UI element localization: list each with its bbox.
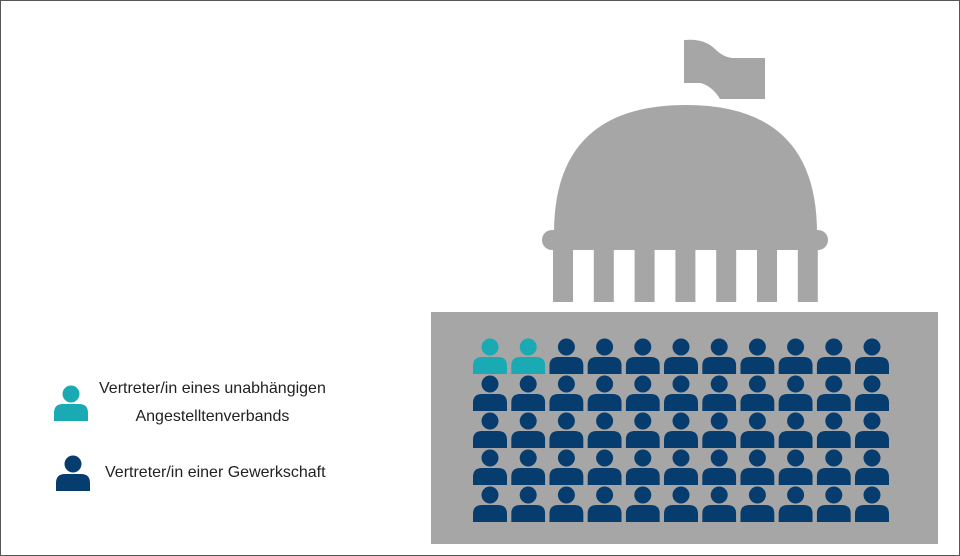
flag-icon (684, 39, 765, 99)
person-icon (54, 385, 88, 421)
columns (553, 250, 818, 302)
legend-item-union: Vertreter/in einer Gewerkschaft (55, 455, 326, 491)
column (593, 250, 614, 302)
column (634, 250, 655, 302)
column (757, 250, 777, 302)
legend-label-line2: Angestelltenverbands (135, 408, 290, 425)
person-icon (56, 455, 90, 491)
legend-label-line1: Vertreter/in eines unabhängigen (99, 380, 326, 397)
column (797, 250, 818, 302)
legend-item-independent: Vertreter/in eines unabhängigen Angestel… (53, 375, 326, 431)
legend-label-union: Vertreter/in einer Gewerkschaft (105, 464, 326, 481)
column (675, 250, 696, 302)
column (553, 250, 573, 302)
cornice (542, 230, 828, 250)
legend-label-independent: Vertreter/in eines unabhängigen Angestel… (99, 375, 326, 431)
dome (554, 105, 817, 233)
column (716, 250, 737, 302)
